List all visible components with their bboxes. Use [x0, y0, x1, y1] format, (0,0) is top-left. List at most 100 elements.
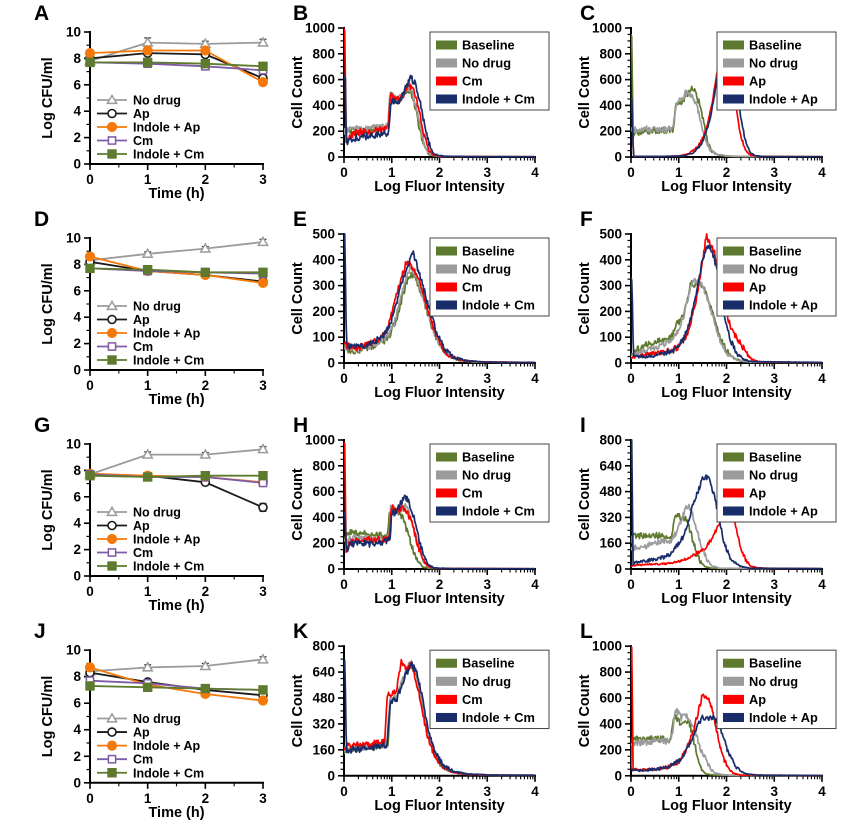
chart-h-histogram: 0 200 400 600 800 1000 0 1 2 3 4 Log Fluor Intensit…	[290, 433, 550, 607]
svg-text:800: 800	[599, 46, 622, 61]
svg-text:Log Fluor Intensity: Log Fluor Intensity	[661, 798, 791, 814]
svg-text:200: 200	[599, 742, 622, 757]
svg-text:0: 0	[627, 371, 635, 386]
svg-text:Ap: Ap	[133, 107, 150, 121]
panel-a: A 0 2 4 6 8 10 0 1 2 3 Time (h) Log CFU/ml No drug Ap…	[0, 0, 287, 206]
svg-text:4: 4	[531, 165, 539, 180]
chart-i-histogram: 0 160 320 480 640 800 0 1 2 3 4 Log Fluor Intensity…	[577, 433, 837, 607]
svg-text:0: 0	[73, 569, 81, 584]
panel-label-c: C	[580, 2, 596, 25]
svg-text:100: 100	[599, 330, 622, 345]
svg-text:3: 3	[770, 165, 778, 180]
svg-text:Indole + Ap: Indole + Ap	[133, 327, 201, 341]
svg-text:Indole + Ap: Indole + Ap	[133, 739, 201, 753]
svg-text:Cell Count: Cell Count	[290, 56, 306, 129]
svg-text:8: 8	[73, 257, 81, 272]
chart-e-histogram: 0 100 200 300 400 500 0 1 2 3 4 Log Fluor Intensity…	[290, 227, 550, 401]
svg-text:200: 200	[312, 304, 335, 319]
svg-text:0: 0	[73, 157, 81, 172]
svg-text:Ap: Ap	[749, 74, 766, 89]
svg-text:Baseline: Baseline	[462, 38, 515, 53]
svg-text:0: 0	[86, 791, 94, 806]
svg-text:0: 0	[614, 562, 622, 577]
svg-text:480: 480	[599, 484, 622, 499]
svg-text:Time (h): Time (h)	[148, 598, 204, 614]
svg-text:2: 2	[436, 784, 444, 799]
svg-text:800: 800	[599, 433, 622, 448]
svg-text:3: 3	[770, 371, 778, 386]
chart-f-histogram: 0 100 200 300 400 500 0 1 2 3 4 Log Fluor Intensity…	[577, 227, 837, 401]
svg-text:Cm: Cm	[462, 280, 483, 295]
svg-text:0: 0	[340, 784, 348, 799]
chart-c-histogram: 0 200 400 600 800 1000 0 1 2 3 4 Log Fluor Intensit…	[577, 21, 837, 195]
svg-text:2: 2	[723, 371, 731, 386]
svg-text:Ap: Ap	[133, 519, 150, 533]
svg-text:1: 1	[675, 784, 683, 799]
svg-text:640: 640	[599, 458, 622, 473]
svg-text:Baseline: Baseline	[462, 450, 515, 465]
svg-text:1: 1	[144, 172, 152, 187]
svg-text:600: 600	[599, 690, 622, 705]
svg-text:Cm: Cm	[462, 74, 483, 89]
svg-text:3: 3	[259, 378, 267, 393]
svg-text:10: 10	[66, 437, 81, 452]
svg-text:Baseline: Baseline	[462, 656, 515, 671]
svg-text:Indole + Cm: Indole + Cm	[133, 766, 204, 780]
chart-b-histogram: 0 200 400 600 800 1000 0 1 2 3 4 Log Fluor Intensit…	[290, 21, 550, 195]
svg-text:160: 160	[312, 742, 335, 757]
svg-text:3: 3	[483, 165, 491, 180]
svg-text:No drug: No drug	[749, 674, 798, 689]
panel-h: H 0 200 400 600 800 1000 0 1 2 3 4 Log Fluor Intens…	[287, 412, 574, 618]
svg-text:3: 3	[259, 172, 267, 187]
svg-text:3: 3	[483, 784, 491, 799]
svg-text:1: 1	[675, 165, 683, 180]
svg-text:2: 2	[202, 584, 210, 599]
svg-text:Cm: Cm	[133, 546, 153, 560]
svg-text:Ap: Ap	[749, 486, 766, 501]
svg-text:600: 600	[312, 484, 335, 499]
svg-text:No drug: No drug	[462, 674, 511, 689]
svg-text:Log Fluor Intensity: Log Fluor Intensity	[661, 385, 792, 401]
svg-text:800: 800	[599, 665, 622, 680]
svg-text:2: 2	[436, 165, 444, 180]
svg-text:Baseline: Baseline	[749, 656, 802, 671]
svg-text:1000: 1000	[592, 21, 622, 36]
svg-text:3: 3	[483, 371, 491, 386]
svg-text:Indole + Cm: Indole + Cm	[133, 354, 204, 368]
svg-text:0: 0	[340, 165, 348, 180]
svg-text:6: 6	[73, 77, 81, 92]
svg-text:0: 0	[327, 768, 335, 783]
svg-text:Cell Count: Cell Count	[577, 468, 593, 541]
svg-text:4: 4	[73, 310, 81, 325]
svg-text:No drug: No drug	[133, 506, 181, 520]
svg-text:800: 800	[312, 639, 335, 654]
panel-f: F 0 100 200 300 400 500 0 1 2 3 4 Log Fluor Intensi…	[574, 206, 861, 412]
svg-text:Baseline: Baseline	[749, 38, 802, 53]
svg-text:4: 4	[818, 577, 826, 592]
svg-text:2: 2	[202, 791, 210, 806]
svg-text:Log Fluor Intensity: Log Fluor Intensity	[661, 179, 792, 195]
svg-text:200: 200	[599, 304, 622, 319]
svg-text:1: 1	[675, 577, 683, 592]
svg-text:Cm: Cm	[462, 692, 483, 707]
svg-text:400: 400	[599, 98, 622, 113]
svg-text:2: 2	[723, 577, 731, 592]
svg-text:10: 10	[66, 231, 81, 246]
svg-text:Baseline: Baseline	[749, 450, 802, 465]
svg-text:Cm: Cm	[133, 753, 153, 767]
svg-text:3: 3	[770, 577, 778, 592]
svg-text:800: 800	[312, 458, 335, 473]
svg-text:320: 320	[312, 716, 335, 731]
panel-label-h: H	[293, 414, 309, 437]
svg-text:2: 2	[723, 165, 731, 180]
svg-text:Indole + Cm: Indole + Cm	[462, 710, 535, 725]
svg-text:Cell Count: Cell Count	[290, 262, 306, 335]
svg-text:2: 2	[436, 371, 444, 386]
svg-text:No drug: No drug	[749, 56, 798, 71]
panel-label-d: D	[34, 208, 50, 231]
svg-text:Cell Count: Cell Count	[577, 262, 593, 335]
svg-text:0: 0	[627, 165, 635, 180]
svg-text:Cell Count: Cell Count	[577, 674, 593, 747]
panel-label-k: K	[293, 620, 309, 643]
